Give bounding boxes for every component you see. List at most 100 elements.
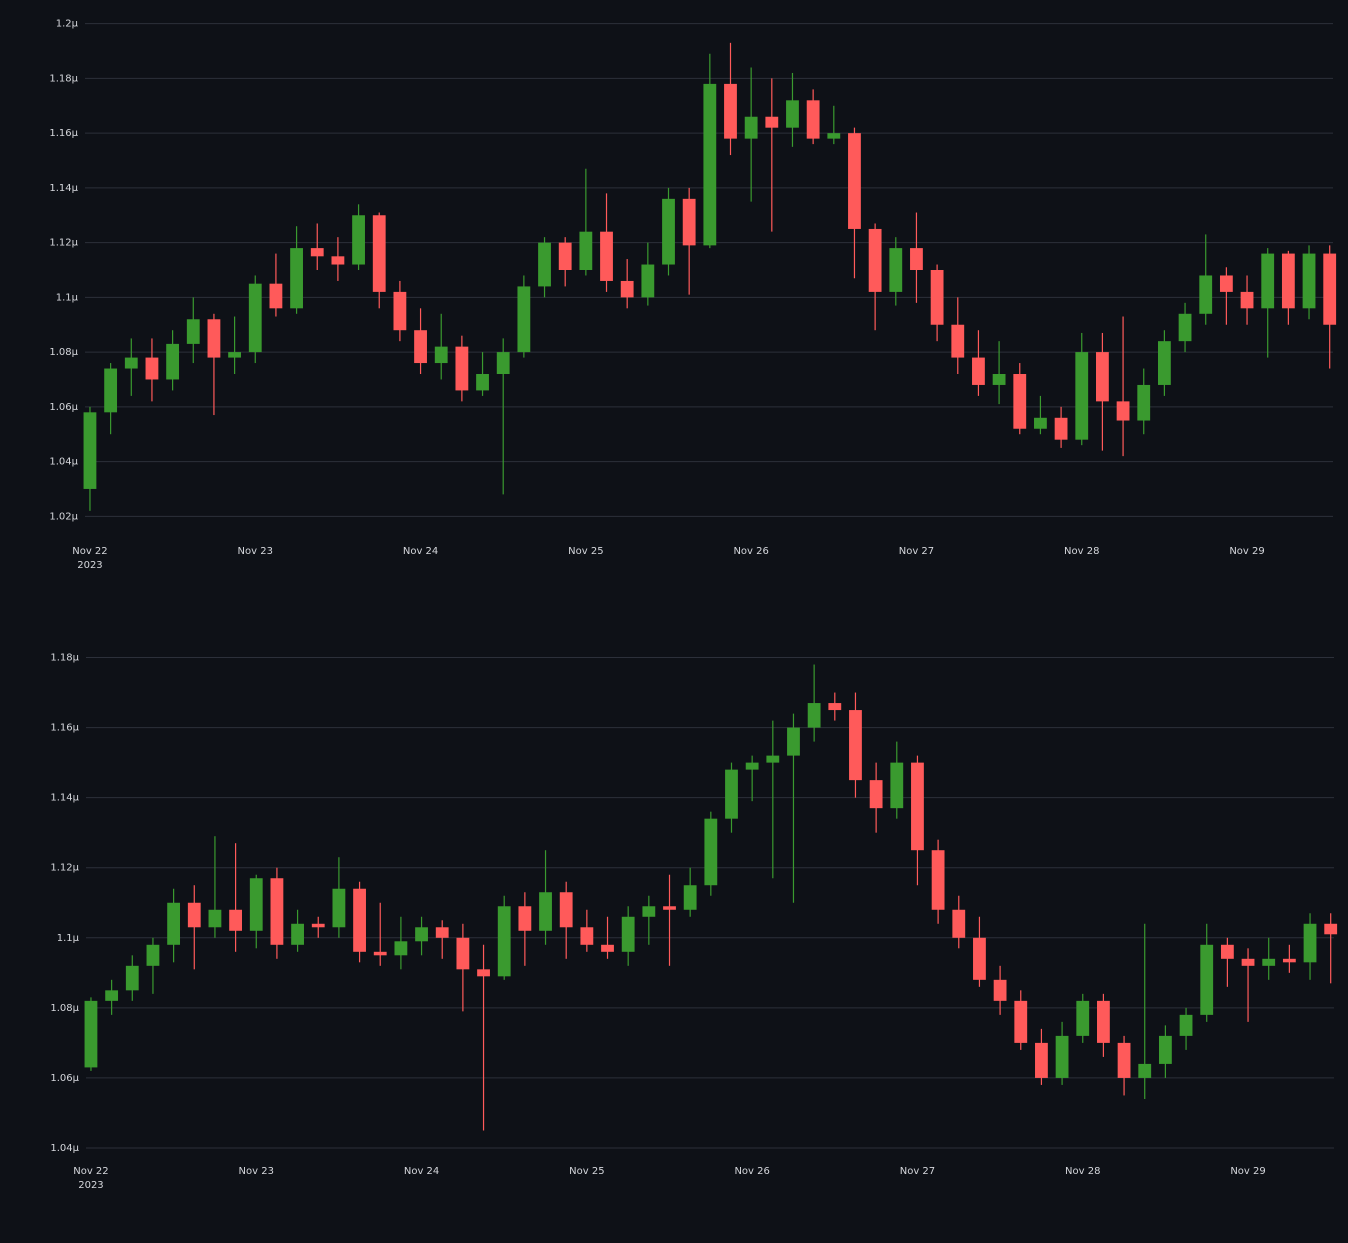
candle-body	[476, 374, 489, 391]
candle-body	[931, 850, 945, 910]
candle-body	[538, 242, 551, 287]
y-tick-label: 1.04μ	[49, 457, 78, 468]
candle-body	[620, 280, 634, 298]
candle-body	[373, 951, 387, 956]
x-tick-label: Nov 25	[568, 546, 603, 557]
y-tick-label: 1.16μ	[50, 723, 79, 734]
candle-body	[1261, 253, 1275, 309]
candle-body	[187, 902, 201, 928]
candle-body	[1097, 1000, 1110, 1043]
candle-body	[911, 762, 924, 851]
candle-body	[83, 412, 97, 489]
candle-body	[663, 906, 676, 910]
candle-body	[1324, 923, 1338, 935]
y-tick-label: 1.12μ	[49, 238, 78, 249]
candle-body	[415, 927, 428, 942]
candle-body	[1137, 384, 1151, 421]
candle-body	[642, 906, 656, 917]
y-tick-label: 1.02μ	[49, 511, 78, 522]
candle-body	[434, 346, 448, 364]
candle-body	[972, 357, 985, 385]
candle-body	[1013, 374, 1027, 429]
candle-body	[786, 100, 799, 128]
candle-body	[1138, 1063, 1152, 1078]
candle-body	[207, 319, 221, 358]
plot: 1.04μ 1.06μ 1.08μ 1.1μ 1.12μ 1.14μ 1.16μ 1.18μ N…	[50, 653, 1338, 1191]
candle-body	[1075, 352, 1089, 440]
candle-body	[1281, 253, 1295, 309]
plot: 1.02μ 1.04μ 1.06μ 1.08μ 1.1μ 1.12μ 1.14μ 1.16μ 1…	[49, 19, 1337, 571]
candle-body	[765, 116, 779, 128]
candle-body	[1220, 944, 1234, 959]
candle-body	[1178, 313, 1192, 342]
candle-body	[973, 937, 986, 980]
candle-body	[1157, 341, 1171, 385]
candle-body	[477, 969, 490, 977]
x-tick-label: Nov 24	[404, 1166, 439, 1177]
candle-body	[1240, 291, 1254, 309]
y-tick-label: 1.1μ	[57, 933, 80, 944]
x-tick-label: Nov 26	[734, 1166, 769, 1177]
candle-body	[1076, 1000, 1090, 1036]
x-tick-label: Nov 29	[1230, 1166, 1265, 1177]
candle-body	[558, 242, 572, 270]
candle-body	[849, 710, 862, 781]
candle-body	[1034, 417, 1047, 429]
candle-body	[704, 818, 718, 886]
candle-body	[270, 878, 284, 945]
candle-body	[455, 346, 469, 391]
y-tick-label: 1.14μ	[50, 793, 79, 804]
candle-body	[993, 979, 1007, 1001]
x-tick-label: Nov 28	[1065, 1166, 1100, 1177]
candle-body	[248, 283, 262, 353]
candle-body	[1158, 1035, 1172, 1064]
candle-body	[229, 909, 242, 931]
candle-body	[848, 133, 861, 229]
candle-body	[145, 357, 159, 380]
candle-body	[518, 906, 532, 931]
x-year-label: 2023	[77, 560, 102, 571]
candle-body	[807, 703, 821, 728]
x-tick-label: Nov 26	[733, 546, 768, 557]
x-tick-label: Nov 22	[73, 1166, 108, 1177]
candle-body	[310, 248, 324, 257]
candle-body	[290, 248, 303, 309]
candle-body	[104, 368, 118, 413]
candle-body	[682, 198, 696, 246]
candle-body	[539, 892, 552, 931]
candle-body	[497, 906, 511, 977]
y-tick-label: 1.14μ	[49, 183, 78, 194]
candle-body	[951, 324, 965, 358]
candle-body	[1054, 417, 1068, 440]
candle-body	[930, 270, 944, 325]
candle-body	[889, 248, 903, 292]
candle-body	[621, 916, 635, 952]
candle-body	[601, 944, 614, 952]
x-tick-label: Nov 28	[1064, 546, 1099, 557]
candle-body	[353, 888, 366, 952]
candle-body	[352, 215, 365, 265]
y-tick-label: 1.08μ	[50, 1003, 79, 1014]
candle-body	[208, 909, 222, 928]
x-tick-label: Nov 29	[1229, 546, 1264, 557]
candle-body	[1014, 1000, 1028, 1043]
candle-body	[1200, 944, 1214, 1015]
candle-body	[1302, 253, 1316, 309]
candle-body	[641, 264, 655, 298]
candle-body	[84, 1000, 98, 1068]
candle-body	[125, 965, 139, 991]
candle-body	[1241, 958, 1255, 966]
candle-body	[1179, 1014, 1193, 1036]
y-tick-label: 1.18μ	[49, 73, 78, 84]
candle-body	[394, 941, 408, 956]
candle-body	[186, 319, 200, 344]
y-tick-label: 1.06μ	[50, 1073, 79, 1084]
x-tick-label: Nov 23	[238, 546, 273, 557]
candle-body	[868, 228, 882, 292]
candle-body	[1117, 1042, 1131, 1078]
candle-body	[1116, 401, 1130, 421]
candle-body	[1199, 275, 1213, 314]
y-tick-label: 1.16μ	[49, 128, 78, 139]
candle-body	[166, 343, 180, 380]
